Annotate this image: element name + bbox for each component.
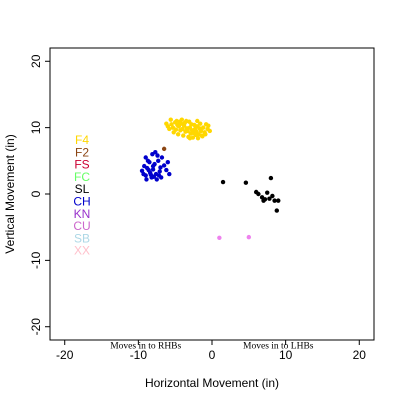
data-point-ch [164,167,169,173]
x-tick-label: -10 [130,348,148,362]
y-axis: -20 -10 0 10 20 [29,54,50,335]
data-point-ch [165,159,171,165]
y-tick-label: -10 [29,251,43,269]
data-point-sl [272,198,277,203]
data-point-f4 [169,122,174,127]
data-point-ch [158,165,163,170]
data-point-f4 [197,126,202,131]
data-point-f4 [178,128,183,133]
y-tick-label: 10 [29,121,43,135]
data-point-sl [270,193,275,199]
legend-item-sl: SL [75,182,90,196]
data-point-f4 [192,122,197,128]
data-point-f4 [182,120,187,126]
data-point-ch [146,167,151,173]
data-point-f4 [188,131,193,136]
data-point-ch [145,158,151,164]
data-point-ch [167,171,172,177]
data-point-sl [274,208,279,213]
data-point-f4 [181,133,186,138]
data-point-f4 [175,132,181,137]
annotations: Moves in to RHBs Moves in to LHBs [110,342,314,352]
data-point-f2 [161,146,167,152]
data-point-f4 [164,121,169,126]
data-point-ch [151,174,157,179]
data-point-f4 [183,129,188,134]
data-point-cu [246,234,252,240]
data-point-ch [158,175,164,180]
data-point-ch [139,168,145,173]
data-point-cu [217,235,222,240]
legend-item-fs: FS [74,158,89,172]
data-point-ch [150,167,156,172]
data-point-sl [256,191,261,197]
data-point-f4 [206,123,211,128]
data-point-f4 [170,125,176,130]
data-point-ch [141,171,146,177]
x-tick-label: 0 [209,348,216,362]
data-point-ch [150,163,156,169]
legend-item-ch: CH [73,195,90,209]
legend-item-sb: SB [74,231,90,245]
data-point-sl [267,196,272,201]
annotation-label: Moves in to LHBs [243,342,314,352]
data-point-f4 [193,132,198,138]
data-point-f4 [195,118,200,124]
data-point-sl [243,180,249,185]
data-point-sl [261,198,266,203]
data-point-f4 [186,119,192,124]
x-axis-title: Horizontal Movement (in) [145,376,279,390]
y-tick-label: 20 [29,54,43,68]
data-point-ch [154,177,159,182]
data-point-f4 [168,117,173,122]
data-point-ch [144,177,149,182]
data-point-sl [276,198,281,203]
x-tick-label: -20 [56,348,74,362]
data-point-sl [220,179,226,185]
annotation-label: Moves in to RHBs [110,342,181,352]
data-point-f4 [194,129,199,134]
data-point-ch [153,149,158,155]
x-tick-label: 10 [279,348,293,362]
data-point-f4 [207,128,212,134]
data-point-ch [159,155,165,160]
data-point-ch [161,163,167,168]
data-point-f4 [175,122,180,128]
data-point-f4 [184,126,190,131]
data-point-sl [265,190,270,195]
data-point-ch [155,153,160,158]
legend-item-cu: CU [73,219,90,233]
data-point-f4 [198,121,203,126]
legend-item-fc: FC [74,170,90,184]
x-axis: -20 -10 0 10 20 [56,340,366,362]
data-point-f4 [179,117,185,122]
data-point-ch [156,158,161,164]
data-point-ch [143,155,148,160]
data-point-ch [157,169,162,174]
legend-item-f4: F4 [75,133,89,147]
x-tick-label: 20 [353,348,367,362]
data-point-f4 [189,128,195,133]
y-tick-label: 0 [29,190,43,197]
data-point-f4 [203,132,208,137]
data-point-sl [268,175,274,181]
data-points [139,117,281,240]
y-tick-label: -20 [29,318,43,336]
legend-item-f2: F2 [75,145,89,159]
data-point-f4 [187,136,193,141]
data-point-f4 [195,136,201,141]
legend-item-kn: KN [74,207,91,221]
data-point-f4 [200,125,206,130]
legend-item-xx: XX [74,244,90,258]
y-axis-title: Vertical Movement (in) [3,134,17,253]
